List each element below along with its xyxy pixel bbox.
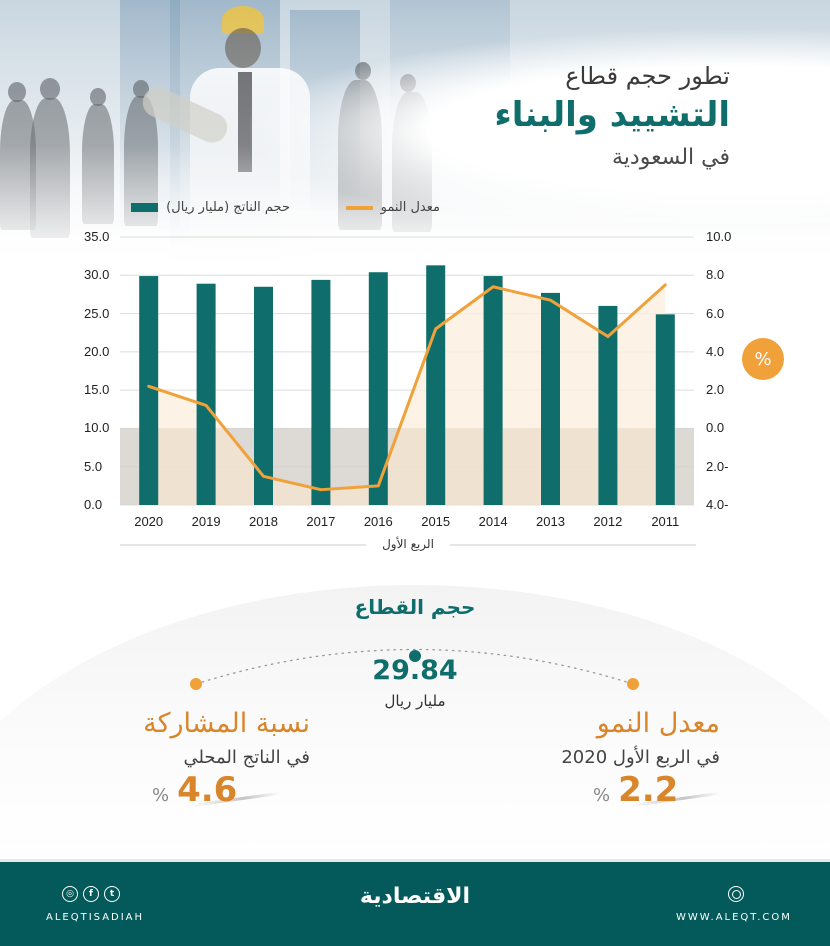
- divider: [450, 544, 696, 546]
- y-tick-right: 4.0-: [706, 497, 729, 512]
- bar-2012: [598, 305, 618, 505]
- y-tick-right: 4.0: [706, 343, 725, 359]
- growth-dot: [627, 678, 639, 690]
- title-main: التشييد والبناء: [494, 95, 730, 135]
- bar-2014: [483, 276, 503, 505]
- x-tick: 2013: [536, 514, 565, 529]
- brand-logo[interactable]: الاقتصادية: [359, 884, 471, 909]
- y-tick-right: 0.0: [706, 420, 725, 436]
- title-subtitle: في السعودية: [612, 145, 730, 170]
- growth-value-row: % 2.2: [593, 770, 678, 810]
- x-axis-title: الربع الأول: [382, 537, 434, 551]
- website-link[interactable]: WWW.ALEQT.COM: [676, 912, 792, 923]
- footer: ◎ f t ALEQTISADIAH الاقتصادية WWW.ALEQT.…: [0, 859, 830, 946]
- sector-unit: مليار ريال: [384, 692, 446, 710]
- legend-growth-label: معدل النمو: [380, 200, 440, 215]
- instagram-icon[interactable]: ◎: [62, 886, 78, 902]
- dotted-arc: [195, 648, 634, 685]
- chart-legend: معدل النمو حجم الناتج (مليار ريال): [120, 200, 440, 220]
- x-tick: 2011: [651, 514, 680, 529]
- bar-swatch-icon: [131, 203, 159, 212]
- y-tick-right: 8.0: [706, 267, 725, 283]
- growth-line: [147, 283, 667, 492]
- divider: [120, 544, 366, 546]
- growth-title: معدل النمو: [596, 708, 720, 739]
- y-tick-left: 15.0: [84, 382, 110, 398]
- share-title: نسبة المشاركة: [143, 708, 310, 739]
- share-unit: %: [152, 785, 170, 806]
- percent-badge-icon: %: [742, 338, 784, 380]
- bar-2011: [655, 314, 675, 505]
- growth-subtitle: في الربع الأول 2020: [561, 747, 720, 768]
- x-tick: 2020: [134, 514, 164, 529]
- y-tick-right: 6.0: [706, 305, 725, 321]
- y-tick-left: 25.0: [84, 305, 110, 321]
- share-dot: [190, 678, 202, 690]
- stats-section: حجم القطاع 29.84 مليار ريال نسبة المشارك…: [0, 565, 830, 946]
- social-links: ◎ f t: [62, 886, 120, 902]
- hero-photo: [0, 0, 830, 290]
- bar-2017: [311, 279, 331, 505]
- growth-unit: %: [593, 785, 611, 806]
- sector-value: 29.84: [372, 655, 458, 686]
- x-tick: 2016: [363, 514, 393, 529]
- share-value-row: % 4.6: [152, 770, 237, 810]
- x-tick: 2014: [478, 514, 508, 529]
- bar-2018: [254, 286, 273, 505]
- bar-2020: [139, 276, 159, 505]
- y-tick-left: 10.0: [84, 420, 110, 436]
- bar-2015: [426, 265, 446, 505]
- x-tick: 2012: [593, 514, 623, 529]
- x-tick: 2018: [249, 514, 278, 529]
- x-tick: 2019: [191, 514, 221, 529]
- x-tick: 2015: [421, 514, 451, 529]
- legend-growth: معدل النمو: [345, 200, 440, 215]
- x-tick: 2017: [306, 514, 336, 529]
- globe-icon: [728, 886, 744, 902]
- social-handle: ALEQTISADIAH: [46, 912, 145, 923]
- y-tick-left: 30.0: [84, 267, 110, 283]
- sector-dot: [409, 650, 421, 662]
- combo-chart: 35.0 30.0 25.0 20.0 15.0 10.0 5.0 0.0 10.0 8.0 6.…: [0, 225, 830, 555]
- title-block: تطور حجم قطاع التشييد والبناء في السعودي…: [494, 60, 730, 178]
- title-line1: تطور حجم قطاع: [565, 62, 730, 90]
- growth-value: 2.2: [618, 770, 679, 810]
- chart-plot: [120, 236, 694, 506]
- y-tick-right: 10.0: [706, 229, 732, 244]
- y-tick-right: 2.0: [706, 382, 725, 398]
- x-axis-title-row: الربع الأول: [120, 537, 696, 551]
- twitter-icon[interactable]: t: [104, 886, 120, 902]
- y-tick-left: 35.0: [84, 229, 110, 244]
- y-tick-left: 20.0: [84, 343, 110, 359]
- y-tick-right: 2.0-: [706, 458, 729, 474]
- sector-title: حجم القطاع: [354, 595, 476, 619]
- legend-size-label: حجم الناتج (مليار ريال): [166, 200, 290, 215]
- bar-2016: [368, 272, 388, 505]
- share-subtitle: في الناتج المحلي: [183, 747, 310, 768]
- y-tick-left: 0.0: [84, 497, 103, 512]
- legend-size: حجم الناتج (مليار ريال): [131, 200, 290, 215]
- bar-2013: [541, 292, 560, 505]
- bar-2019: [196, 283, 216, 505]
- share-value: 4.6: [177, 770, 238, 810]
- y-tick-left: 5.0: [84, 458, 103, 474]
- line-swatch-icon: [345, 205, 373, 210]
- facebook-icon[interactable]: f: [83, 886, 99, 902]
